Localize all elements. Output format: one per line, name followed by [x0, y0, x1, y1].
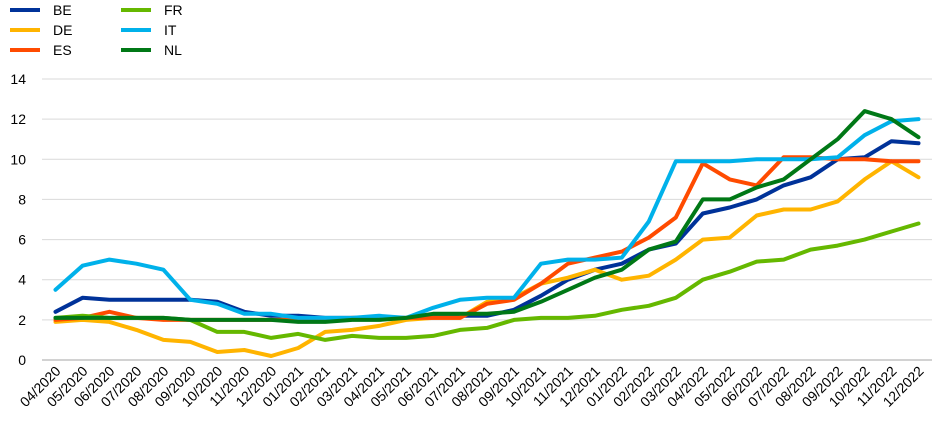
x-axis-ticks: 04/202005/202006/202007/202008/202009/20… [17, 363, 927, 410]
y-tick-label: 0 [18, 352, 26, 368]
legend-label-nl: NL [164, 42, 182, 58]
series-line-it [53, 117, 921, 320]
legend-label-fr: FR [164, 2, 183, 18]
series-line-fr [53, 221, 921, 342]
y-tick-label: 10 [10, 151, 26, 167]
y-tick-label: 8 [18, 191, 26, 207]
y-tick-label: 2 [18, 312, 26, 328]
y-tick-label: 4 [18, 272, 26, 288]
legend-label-be: BE [53, 2, 72, 18]
legend: BE DE ES FR IT NL [10, 2, 183, 58]
series-line-nl [53, 109, 921, 324]
legend-label-it: IT [164, 22, 177, 38]
y-tick-label: 6 [18, 232, 26, 248]
y-tick-label: 14 [10, 71, 26, 87]
legend-label-es: ES [53, 42, 72, 58]
series-lines [53, 109, 921, 358]
y-axis-ticks: 0 2 4 6 8 10 12 14 [10, 71, 26, 368]
legend-label-de: DE [53, 22, 72, 38]
y-tick-label: 12 [10, 111, 26, 127]
